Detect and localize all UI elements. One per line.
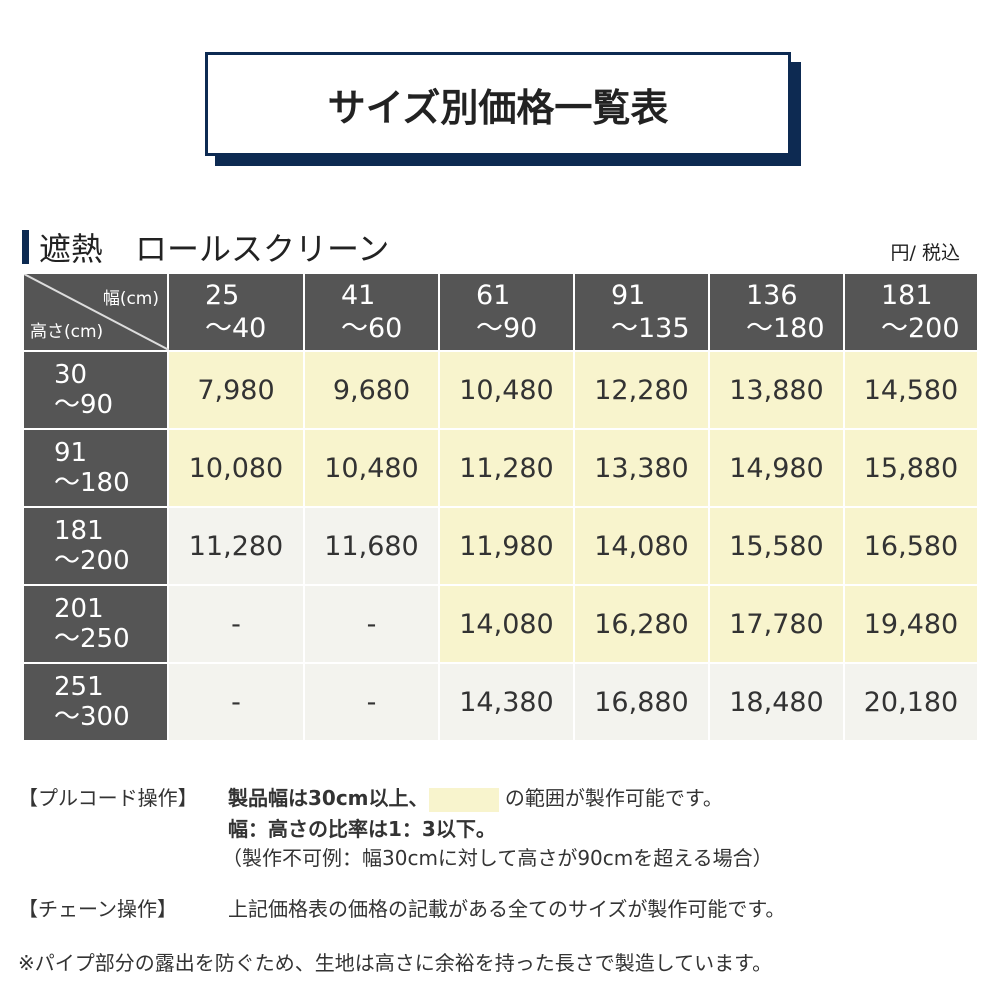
price-cell: 11,280 (167, 506, 305, 586)
price-cell: 10,480 (303, 428, 440, 508)
row-header: 181 〜200 (22, 506, 169, 586)
price-cell: 14,980 (708, 428, 845, 508)
column-header: 25 〜40 (167, 272, 305, 352)
col-from: 25 (205, 280, 240, 311)
row-to: 〜300 (54, 702, 130, 732)
width-label: 幅(cm) (102, 289, 159, 309)
price-cell: - (303, 584, 440, 664)
row-from: 201 (54, 594, 104, 624)
row-header: 91 〜180 (22, 428, 169, 508)
available-swatch (428, 787, 499, 812)
price-cell: 19,480 (843, 584, 979, 664)
col-to: 〜180 (746, 313, 825, 344)
section-title: 遮熱 ロールスクリーン (39, 230, 390, 268)
pull-ratio: 幅：高さの比率は1：3以下。 (228, 817, 496, 841)
price-table: 幅(cm) 高さ(cm) 25 〜40 41 〜60 61 〜90 91 〜135 136 〜180 1… (22, 272, 979, 742)
row-to: 〜180 (54, 468, 130, 498)
price-cell: 17,780 (708, 584, 845, 664)
table-row: 251 〜300- -14,380 16,880 18,480 20,180 (22, 662, 979, 742)
row-from: 251 (54, 672, 104, 702)
table-row: 201 〜250- -14,080 16,280 17,780 19,480 (22, 584, 979, 664)
table-row: 91 〜180 10,080 10,480 11,280 13,380 14,980 15,8… (22, 428, 979, 508)
col-from: 91 (611, 280, 646, 311)
row-header: 201 〜250 (22, 584, 169, 664)
col-to: 〜135 (611, 313, 690, 344)
column-header: 91 〜135 (573, 272, 710, 352)
col-from: 61 (476, 280, 511, 311)
price-cell: 13,380 (573, 428, 710, 508)
row-from: 30 (54, 360, 88, 390)
row-header: 251 〜300 (22, 662, 169, 742)
col-from: 136 (746, 280, 798, 311)
height-label: 高さ(cm) (30, 322, 104, 342)
price-cell: 11,980 (438, 506, 575, 586)
pull-line1a: 製品幅は30cm以上、 (228, 786, 429, 810)
footnote: ※パイプ部分の露出を防ぐため、生地は高さに余裕を持った長さで製造しています。 (18, 951, 773, 975)
chain-note: 【チェーン操作】 上記価格表の価格の記載がある全てのサイズが製作可能です。 (18, 893, 785, 922)
price-cell: 11,280 (438, 428, 575, 508)
row-to: 〜200 (54, 546, 130, 576)
price-cell: 16,880 (573, 662, 710, 742)
unit-label: 円/ 税込 (890, 242, 960, 264)
table-row: 181 〜200 11,280 11,680 11,980 14,080 15,580 16,… (22, 506, 979, 586)
price-cell: 16,580 (843, 506, 979, 586)
col-from: 41 (341, 280, 376, 311)
price-cell: 12,280 (573, 350, 710, 430)
price-cell: 14,380 (438, 662, 575, 742)
price-cell: 14,080 (438, 584, 575, 664)
col-to: 〜60 (341, 313, 403, 344)
price-cell: 11,680 (303, 506, 440, 586)
column-header: 136 〜180 (708, 272, 845, 352)
price-cell: 14,080 (573, 506, 710, 586)
pull-line2: 幅：高さの比率は1：3以下。 (228, 813, 496, 842)
column-header: 181 〜200 (843, 272, 979, 352)
col-from: 181 (881, 280, 933, 311)
price-cell: 9,680 (303, 350, 440, 430)
col-to: 〜40 (205, 313, 267, 344)
column-header: 61 〜90 (438, 272, 575, 352)
pull-label: 【プルコード操作】 (18, 786, 198, 810)
chain-text: 上記価格表の価格の記載がある全てのサイズが製作可能です。 (228, 897, 786, 921)
row-to: 〜250 (54, 624, 130, 654)
price-cell: 7,980 (167, 350, 305, 430)
row-from: 91 (54, 438, 88, 468)
heading-bar (22, 230, 29, 264)
row-header: 30 〜90 (22, 350, 169, 430)
page-title: サイズ別価格一覧表 (205, 52, 791, 156)
column-header: 41 〜60 (303, 272, 440, 352)
price-cell: 16,280 (573, 584, 710, 664)
pull-line1b: の範囲が製作可能です。 (504, 786, 723, 810)
price-cell: 10,480 (438, 350, 575, 430)
price-cell: 15,580 (708, 506, 845, 586)
header-row: 幅(cm) 高さ(cm) 25 〜40 41 〜60 61 〜90 91 〜135 136 〜180 1… (22, 272, 979, 352)
price-cell: 13,880 (708, 350, 845, 430)
price-cell: 14,580 (843, 350, 979, 430)
price-cell: 10,080 (167, 428, 305, 508)
col-to: 〜90 (476, 313, 538, 344)
col-to: 〜200 (881, 313, 960, 344)
price-cell: 15,880 (843, 428, 979, 508)
price-cell: 20,180 (843, 662, 979, 742)
pull-line3: （製作不可例：幅30cmに対して高さが90cmを超える場合） (222, 846, 773, 870)
section-heading: 遮熱 ロールスクリーン (22, 228, 389, 268)
row-from: 181 (54, 516, 104, 546)
table-row: 30 〜90 7,980 9,680 10,480 12,280 13,880 14,580 (22, 350, 979, 430)
chain-label: 【チェーン操作】 (18, 897, 177, 921)
pull-cord-note: 【プルコード操作】 製品幅は30cm以上、 の範囲が製作可能です。 (18, 782, 723, 812)
price-cell: - (303, 662, 440, 742)
price-cell: - (167, 584, 305, 664)
price-cell: 18,480 (708, 662, 845, 742)
price-cell: - (167, 662, 305, 742)
corner-cell: 幅(cm) 高さ(cm) (22, 272, 169, 352)
row-to: 〜90 (54, 390, 114, 420)
